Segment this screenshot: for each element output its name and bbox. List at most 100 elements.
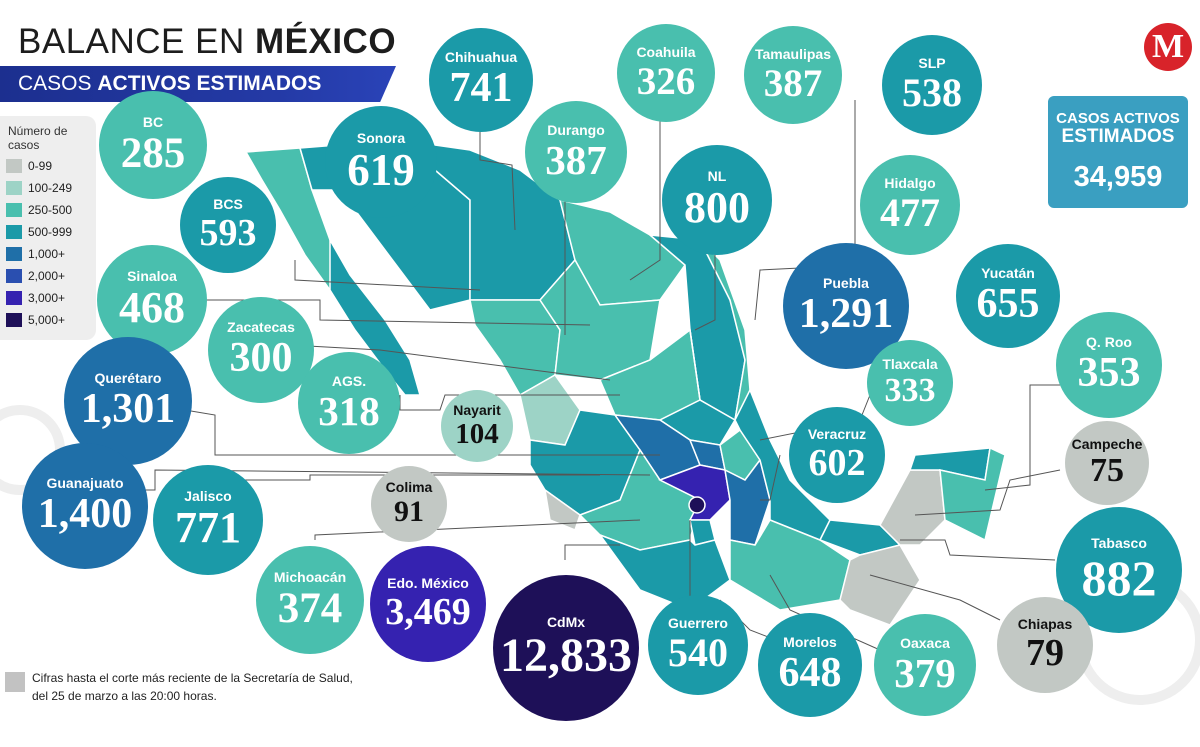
state-cases: 1,291 [798,291,894,337]
state-name: Coahuila [636,44,696,60]
total-value: 34,959 [1073,161,1163,193]
legend-swatch [6,202,22,217]
state-cases: 285 [120,130,186,177]
milenio-logo: M [1144,23,1192,71]
legend-title: Número de casos [8,124,68,152]
state-name: Jalisco [184,488,232,504]
state-name: Zacatecas [227,319,295,335]
state-bubble: Nayarit 104 [441,390,513,462]
state-name: CdMx [546,614,586,630]
state-bubble: SLP 538 [882,35,982,135]
state-name: Colima [385,479,433,495]
state-bubble: Sonora 619 [325,106,437,218]
state-cases: 79 [1026,632,1064,674]
state-bubble: Colima 91 [371,466,447,542]
state-bubble: Hidalgo 477 [860,155,960,255]
state-bubble: BC 285 [99,91,207,199]
state-bubble: Q. Roo 353 [1056,312,1162,418]
state-name: Q. Roo [1086,334,1132,350]
state-bubble: Michoacán 374 [256,546,364,654]
legend-item: 2,000+ [6,268,65,283]
legend-item: 500-999 [6,224,73,239]
state-name: Campeche [1071,436,1143,452]
state-bubble: Tamaulipas 387 [744,26,842,124]
state-bubble: Edo. México 3,469 [370,546,486,662]
map-land [244,138,1006,626]
total-box: CASOS ACTIVOS ESTIMADOS 34,959 [1048,96,1188,208]
state-cases: 477 [880,190,940,235]
state-bubble: CdMx 12,833 [493,575,639,721]
state-cases: 800 [684,183,750,232]
state-cases: 741 [449,65,513,111]
legend-label: 250-500 [28,202,73,217]
state-bubble: Coahuila 326 [617,24,715,122]
state-name: Puebla [823,275,869,291]
state-bubble: NL 800 [662,145,772,255]
state-name: Sinaloa [127,268,177,284]
note-marker [5,672,25,692]
state-bubble: Jalisco 771 [153,465,263,575]
state-bubble: Guerrero 540 [648,595,748,695]
state-name: Edo. México [387,575,469,591]
state-name: Chiapas [1017,616,1073,632]
legend-swatch [6,290,22,305]
state-cases: 538 [902,70,962,115]
state-name: Yucatán [981,265,1035,281]
state-cases: 602 [808,442,866,484]
state-name: Durango [547,122,605,138]
state-name: Sonora [356,130,406,146]
state-cases: 300 [229,335,293,381]
state-name: Chihuahua [444,49,518,65]
state-cases: 1,301 [80,386,176,432]
legend-label: 1,000+ [28,246,66,261]
state-cases: 12,833 [500,629,632,682]
state-cases: 318 [318,388,380,434]
state-bubble: BCS 593 [180,177,276,273]
state-bubble: Zacatecas 300 [208,297,314,403]
state-name: Hidalgo [884,175,936,191]
state-name: Tamaulipas [755,46,831,62]
state-name: AGS. [331,373,367,389]
legend-item: 250-500 [6,202,73,217]
state-cases: 104 [455,418,499,450]
legend-label: 100-249 [28,180,73,195]
state-cases: 379 [894,650,956,696]
state-name: BCS [213,196,243,212]
state-name: Veracruz [807,426,867,442]
state-name: Michoacán [273,569,347,585]
state-bubble: Durango 387 [525,101,627,203]
legend-item: 1,000+ [6,246,66,261]
state-bubble: Querétaro 1,301 [64,337,192,465]
state-bubble: Tlaxcala 333 [867,340,953,426]
legend-label: 500-999 [28,224,73,239]
state-name: Tabasco [1091,535,1147,551]
state-cases: 648 [778,650,842,696]
legend-item: 100-249 [6,180,73,195]
total-label: CASOS ACTIVOS ESTIMADOS [1056,110,1180,147]
state-name: NL [707,168,727,184]
state-cases: 655 [976,281,1040,327]
state-bubble: Chihuahua 741 [429,28,533,132]
legend-swatch [6,246,22,261]
state-bubble: AGS. 318 [298,352,400,454]
state-cases: 619 [347,145,415,195]
legend-label: 0-99 [28,158,53,173]
state-name: BC [142,114,164,130]
state-cases: 468 [119,283,185,332]
state-cases: 91 [394,495,424,528]
legend-swatch [6,180,22,195]
legend-swatch [6,268,22,283]
state-cases: 3,469 [385,591,471,633]
state-cases: 374 [277,585,343,632]
state-cases: 75 [1090,452,1124,489]
state-name: Querétaro [94,370,162,386]
state-cases: 326 [636,60,696,103]
state-bubble: Tabasco 882 [1056,507,1182,633]
state-cases: 882 [1081,550,1157,606]
state-bubble: Yucatán 655 [956,244,1060,348]
state-name: Tlaxcala [882,356,938,372]
state-bubble: Sinaloa 468 [97,245,207,355]
legend: Número de casos 0-99 100-249 250-500 500-99… [0,116,96,340]
state-name: Guanajuato [46,475,124,491]
